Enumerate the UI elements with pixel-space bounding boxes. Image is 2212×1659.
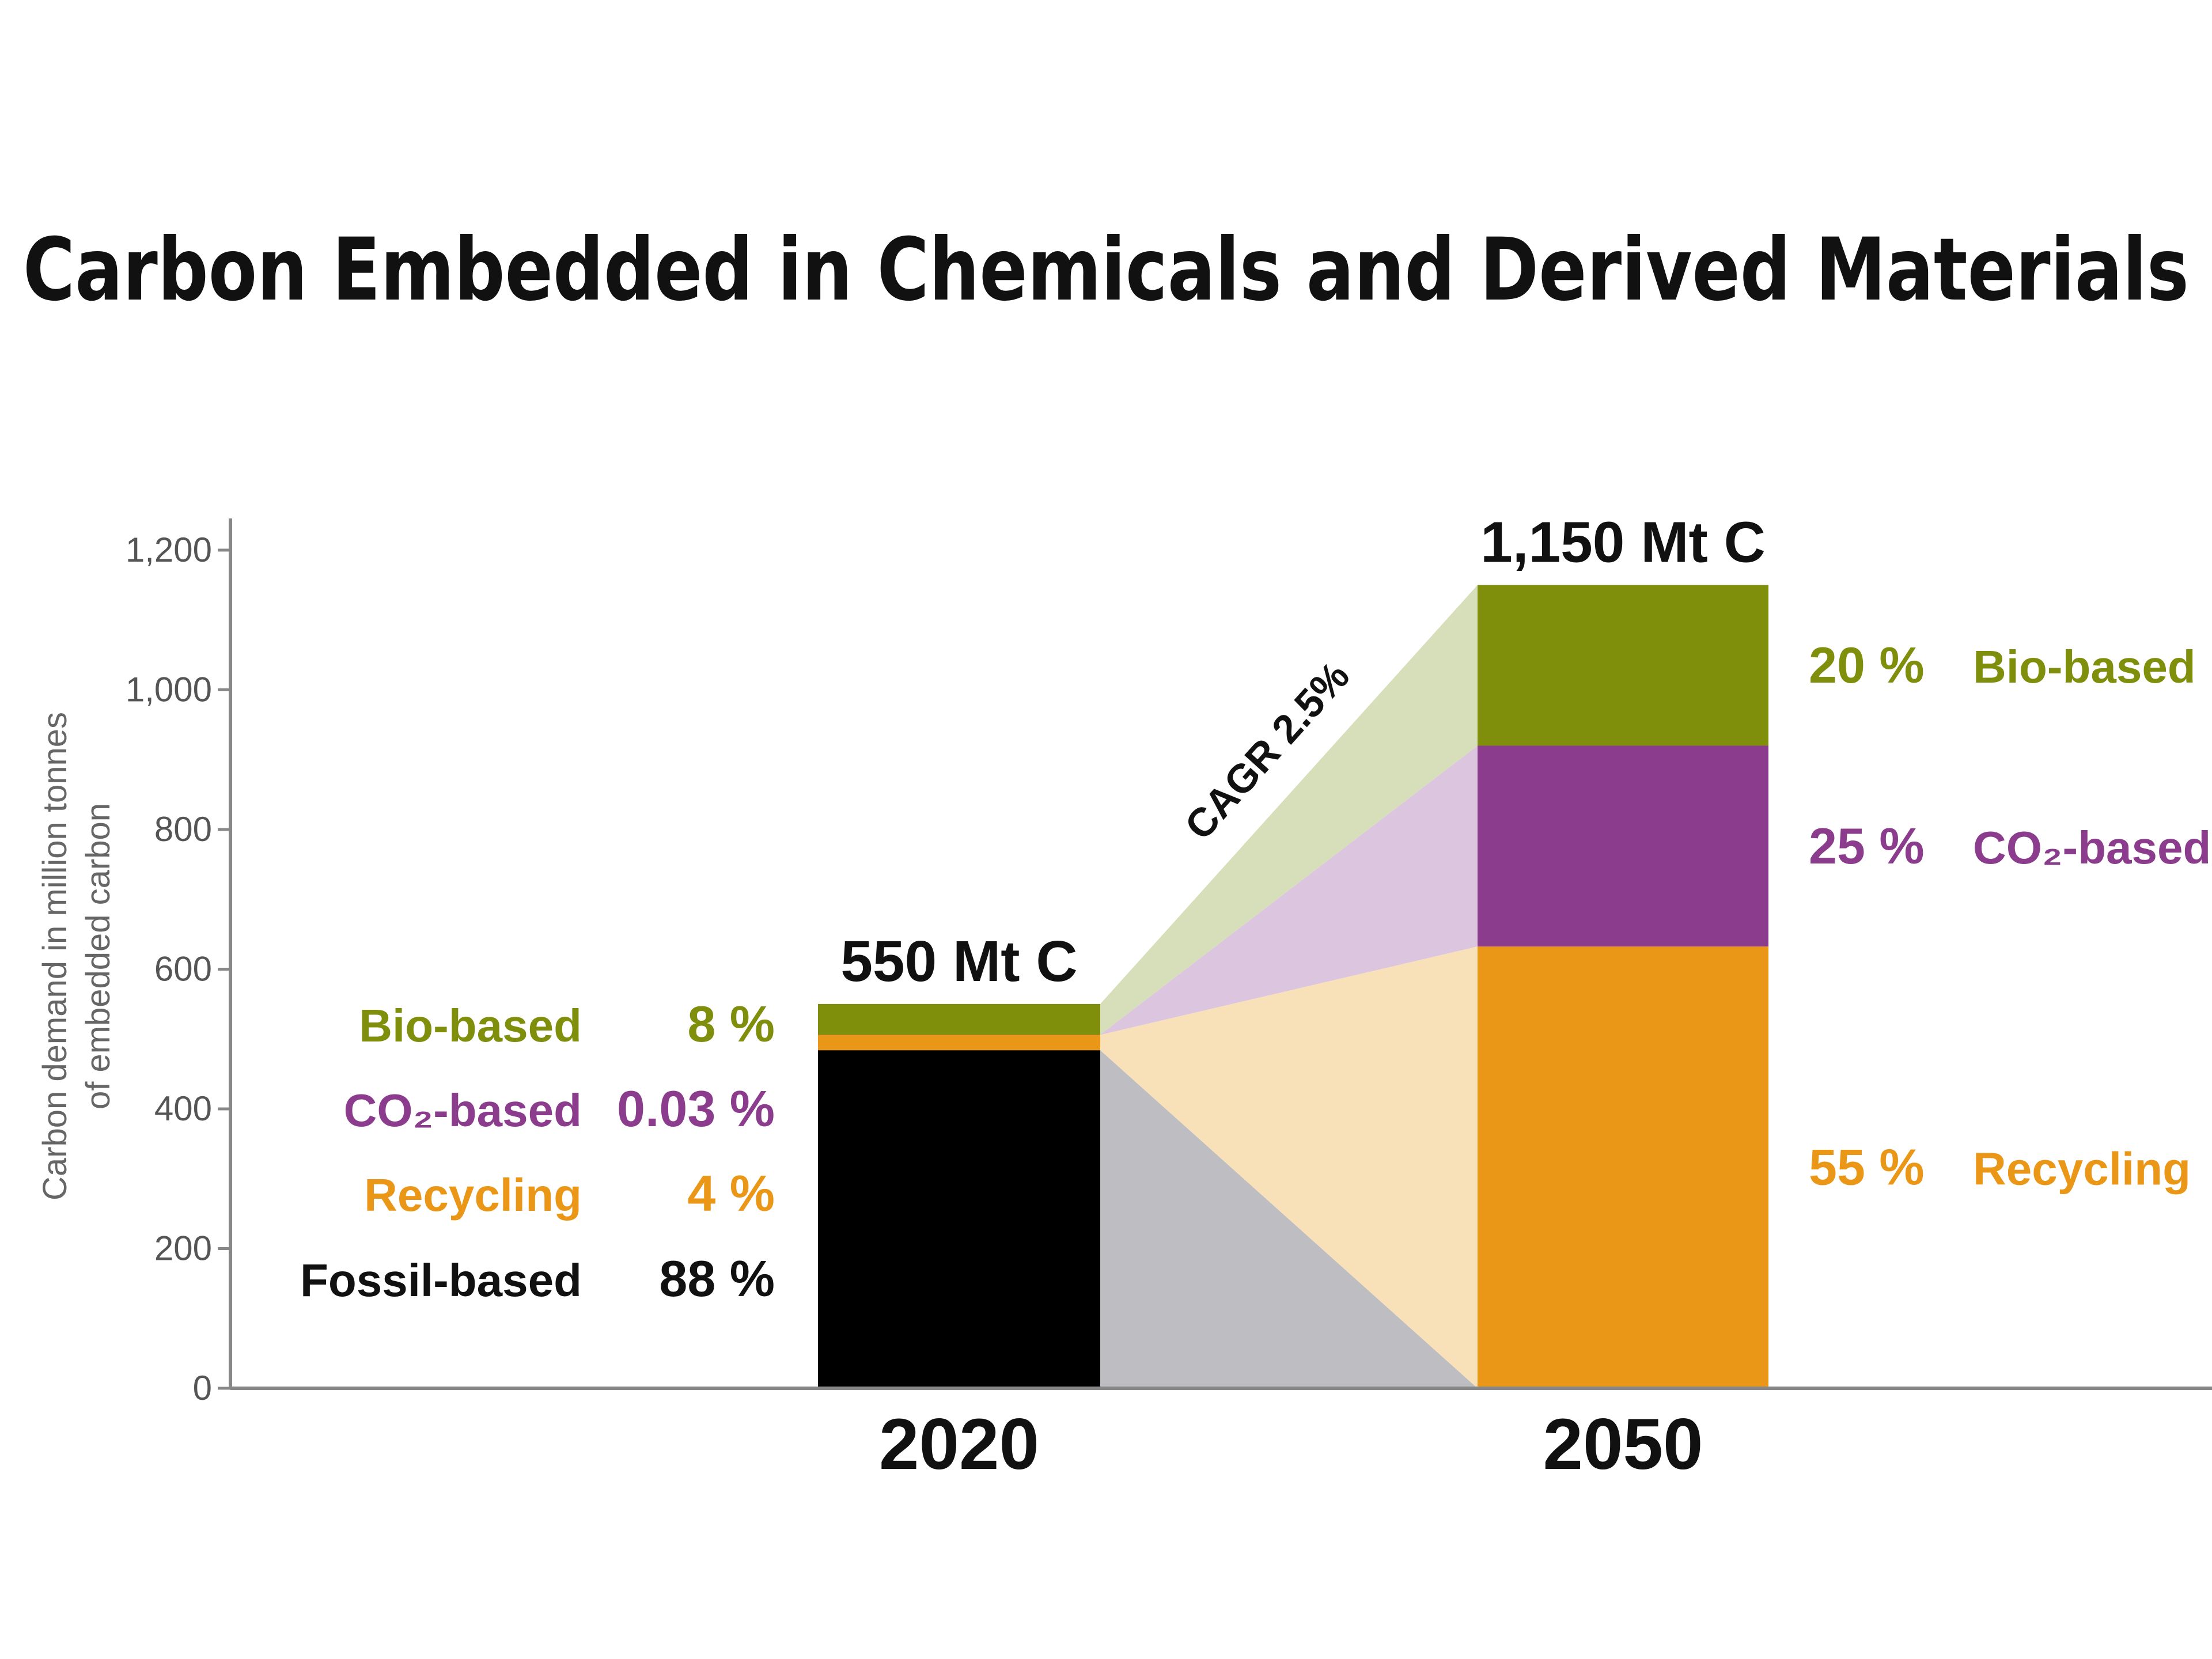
y-tick-label-1200: 1,200 <box>126 531 212 569</box>
bar-2050-bio-based <box>1478 585 1768 746</box>
right-legend-label-bio-based: Bio-based <box>1973 641 2196 692</box>
y-axis-label: Carbon demand in million tonnes of embed… <box>36 712 117 1200</box>
axes: 0 200 400 600 800 1,000 1,200 <box>126 518 2212 1407</box>
y-tick-label-600: 600 <box>154 950 212 988</box>
y-tick-label-200: 200 <box>154 1229 212 1268</box>
flow-bio-based <box>1100 585 1478 1035</box>
y-axis-label-line-1: Carbon demand in million tonnes <box>36 712 74 1200</box>
y-tick-label-400: 400 <box>154 1089 212 1128</box>
left-legend-label-recycling: Recycling <box>364 1169 582 1221</box>
x-tick-label-2020: 2020 <box>879 1404 1039 1484</box>
flow-recycling <box>1100 946 1478 1388</box>
chart-title: Carbon Embedded in Chemicals and Derived… <box>23 220 2189 320</box>
left-legend-label-fossil-based: Fossil-based <box>300 1255 582 1306</box>
left-legend-pct-bio-based: 8 % <box>687 995 775 1052</box>
left-legend-pct-recycling: 4 % <box>687 1165 775 1222</box>
bar-2020-bio-based <box>818 1003 1100 1035</box>
right-legend-pct-recycling: 55 % <box>1809 1139 1925 1196</box>
x-tick-label-2050: 2050 <box>1543 1404 1703 1484</box>
total-label-2020: 550 Mt C <box>840 929 1077 994</box>
right-legend-label-co-based: CO₂-based <box>1973 822 2211 873</box>
left-legend-label-bio-based: Bio-based <box>359 1000 582 1051</box>
left-legend-label-co-based: CO₂-based <box>344 1085 582 1136</box>
y-tick-label-0: 0 <box>193 1369 212 1407</box>
left-legend-pct-fossil-based: 88 % <box>659 1250 775 1307</box>
bar-2020-recycling <box>818 1035 1100 1051</box>
flow-bands <box>1100 585 1478 1388</box>
flow-co-based <box>1100 745 1478 1035</box>
bar-2050-recycling <box>1478 946 1768 1388</box>
right-legend-pct-bio-based: 20 % <box>1809 637 1925 694</box>
right-legend-label-recycling: Recycling <box>1973 1143 2191 1195</box>
y-tick-label-800: 800 <box>154 810 212 849</box>
y-axis-label-line-2: of embedded carbon <box>79 803 117 1109</box>
flow-fossil-based <box>1100 1050 1478 1388</box>
stacked-bars: 2020 550 Mt C 2050 1,150 Mt C <box>818 510 1768 1484</box>
y-tick-label-1000: 1,000 <box>126 671 212 709</box>
total-label-2050: 1,150 Mt C <box>1480 510 1766 575</box>
left-legend-pct-co-based: 0.03 % <box>617 1080 775 1137</box>
right-legend-pct-co-based: 25 % <box>1809 817 1925 874</box>
bar-2020-fossil-based <box>818 1050 1100 1388</box>
bar-2050-co-based <box>1478 745 1768 947</box>
